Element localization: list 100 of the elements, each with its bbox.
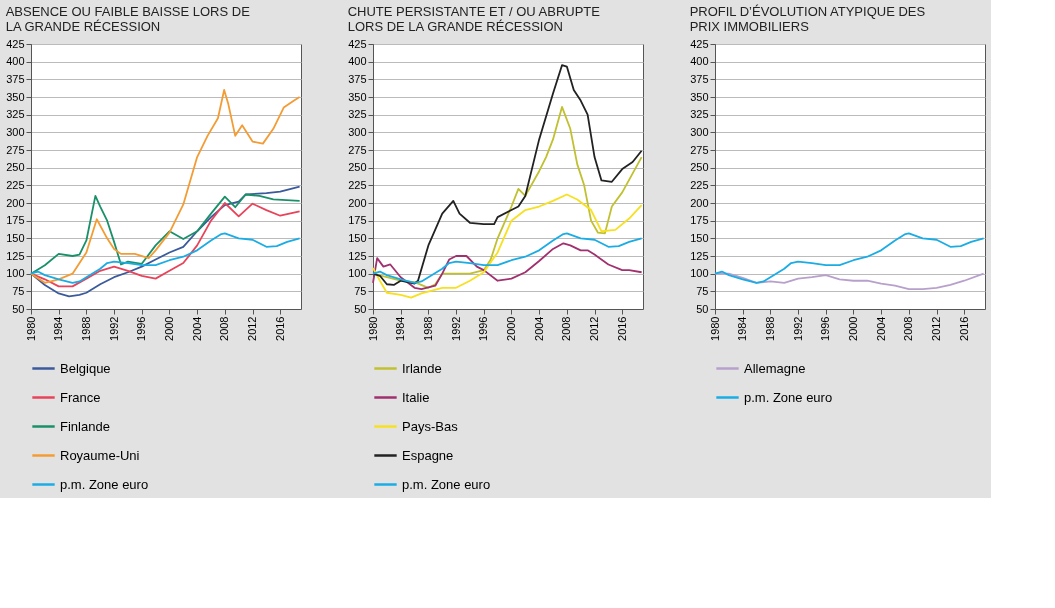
x-tick-label: 1988	[763, 316, 776, 341]
y-tick-label: 125	[690, 249, 709, 262]
y-tick-label: 150	[6, 231, 25, 244]
x-tick-label: 1992	[791, 316, 804, 341]
line-series	[30, 232, 301, 284]
legend-label: Royaume-Uni	[60, 447, 140, 463]
y-tick-label: 175	[6, 214, 25, 227]
x-tick-label: 2012	[246, 316, 259, 341]
x-tick-label: 2004	[190, 316, 203, 341]
x-tick-label: 1980	[24, 316, 37, 341]
chart-title: ABSENCE OU FAIBLE BAISSE LORS DE LA GRANDE RÉCESSION	[5, 4, 251, 34]
line-series	[30, 185, 301, 298]
y-tick-label: 400	[348, 55, 367, 68]
y-tick-label: 175	[348, 214, 367, 227]
line-series	[30, 193, 301, 275]
legend-label: Pays-Bas	[402, 418, 459, 434]
line-series	[30, 89, 301, 284]
legend-label: Allemagne	[744, 360, 806, 376]
legend-label: p.m. Zone euro	[60, 476, 149, 492]
y-tick-label: 200	[6, 196, 25, 209]
x-tick-label: 1984	[394, 316, 407, 341]
y-tick-label: 75	[12, 284, 25, 297]
y-tick-label: 50	[696, 302, 709, 315]
y-tick-label: 50	[12, 302, 25, 315]
legend-label: Italie	[402, 389, 430, 405]
line-series	[372, 242, 643, 291]
y-tick-label: 400	[690, 55, 709, 68]
y-tick-label: 125	[348, 249, 367, 262]
y-tick-label: 150	[348, 231, 367, 244]
chart-title: PROFIL D’ÉVOLUTION ATYPIQUE DES PRIX IMMOBILIERS	[689, 4, 926, 34]
x-tick-label: 1996	[477, 316, 490, 341]
legend-label: Espagne	[402, 447, 454, 463]
y-tick-label: 50	[354, 302, 367, 315]
y-tick-label: 250	[348, 161, 367, 174]
y-tick-label: 325	[6, 108, 25, 121]
legend-label: Finlande	[60, 418, 110, 434]
line-series	[372, 193, 643, 299]
y-tick-label: 350	[6, 90, 25, 103]
x-tick-label: 2000	[162, 316, 175, 341]
y-tick-label: 200	[348, 196, 367, 209]
y-tick-label: 275	[6, 143, 25, 156]
legend-label: Belgique	[60, 360, 111, 376]
x-tick-label: 2016	[273, 316, 286, 341]
y-tick-label: 325	[690, 108, 709, 121]
y-tick-label: 350	[348, 90, 367, 103]
y-tick-label: 425	[348, 37, 367, 50]
x-tick-label: 2000	[846, 316, 859, 341]
y-tick-label: 250	[690, 161, 709, 174]
x-tick-label: 2016	[957, 316, 970, 341]
x-tick-label: 2012	[588, 316, 601, 341]
legend-label: p.m. Zone euro	[744, 389, 833, 405]
y-tick-label: 300	[690, 125, 709, 138]
x-tick-label: 2000	[504, 316, 517, 341]
x-tick-label: 1992	[107, 316, 120, 341]
y-tick-label: 75	[354, 284, 367, 297]
legend-label: p.m. Zone euro	[402, 476, 491, 492]
legend-label: France	[60, 389, 101, 405]
y-tick-label: 225	[6, 178, 25, 191]
x-tick-label: 2008	[560, 316, 573, 341]
x-tick-label: 1996	[819, 316, 832, 341]
line-series	[372, 232, 643, 284]
y-tick-label: 375	[348, 72, 367, 85]
y-tick-label: 425	[690, 37, 709, 50]
y-tick-label: 300	[6, 125, 25, 138]
x-tick-label: 2008	[902, 316, 915, 341]
x-tick-label: 2004	[532, 316, 545, 341]
y-tick-label: 75	[696, 284, 709, 297]
y-tick-label: 150	[690, 231, 709, 244]
legend-label: Irlande	[402, 360, 442, 376]
x-tick-label: 1992	[449, 316, 462, 341]
x-tick-label: 1996	[135, 316, 148, 341]
y-tick-label: 300	[348, 125, 367, 138]
x-tick-label: 1984	[736, 316, 749, 341]
y-tick-label: 375	[6, 72, 25, 85]
y-tick-label: 175	[690, 214, 709, 227]
y-tick-label: 350	[690, 90, 709, 103]
x-tick-label: 2016	[615, 316, 628, 341]
x-tick-label: 1988	[421, 316, 434, 341]
y-tick-label: 225	[690, 178, 709, 191]
y-tick-label: 100	[690, 267, 709, 280]
y-tick-label: 275	[690, 143, 709, 156]
y-tick-label: 275	[348, 143, 367, 156]
x-tick-label: 1984	[52, 316, 65, 341]
x-tick-label: 2004	[874, 316, 887, 341]
y-tick-label: 375	[690, 72, 709, 85]
y-tick-label: 325	[348, 108, 367, 121]
chart-title: CHUTE PERSISTANTE ET / OU ABRUPTE LORS DE LA GRANDE RÉCESSION	[347, 4, 601, 34]
x-tick-label: 1980	[366, 316, 379, 341]
y-tick-label: 425	[6, 37, 25, 50]
x-tick-label: 1988	[79, 316, 92, 341]
y-tick-label: 100	[6, 267, 25, 280]
x-tick-label: 1980	[708, 316, 721, 341]
y-tick-label: 200	[690, 196, 709, 209]
y-tick-label: 225	[348, 178, 367, 191]
x-tick-label: 2012	[930, 316, 943, 341]
y-tick-label: 250	[6, 161, 25, 174]
line-series	[714, 232, 985, 284]
y-tick-label: 400	[6, 55, 25, 68]
line-series	[714, 272, 985, 291]
x-tick-label: 2008	[218, 316, 231, 341]
